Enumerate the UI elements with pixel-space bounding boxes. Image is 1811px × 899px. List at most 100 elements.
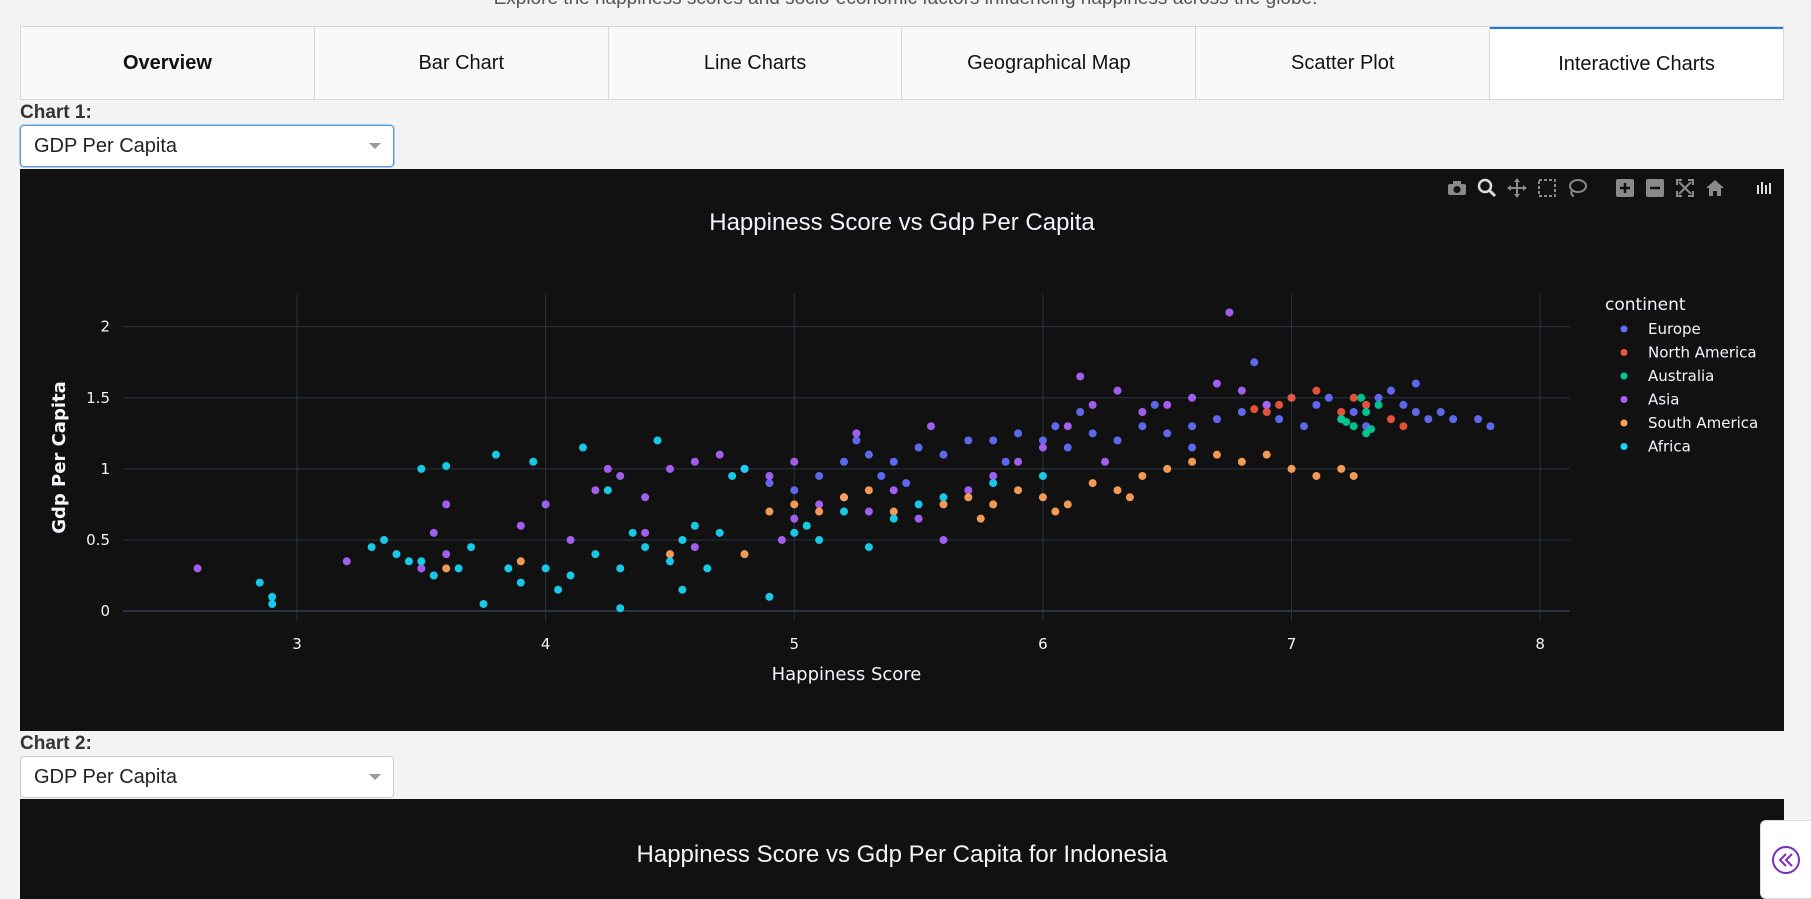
data-point <box>1337 408 1346 417</box>
data-point <box>1411 408 1420 417</box>
tab-geographical-map[interactable]: Geographical Map <box>902 27 1197 99</box>
data-point <box>1001 457 1010 466</box>
box-select-icon[interactable] <box>1536 177 1558 199</box>
data-point <box>815 535 824 544</box>
data-point <box>740 464 749 473</box>
tab-interactive-charts[interactable]: Interactive Charts <box>1490 27 1783 99</box>
scatter-plot-2[interactable]: Happiness Score vs Gdp Per Capita for In… <box>20 799 1784 899</box>
legend-item[interactable]: North America <box>1648 344 1757 362</box>
data-point <box>976 514 985 523</box>
data-point <box>1411 379 1420 388</box>
pan-icon[interactable] <box>1506 177 1528 199</box>
collapse-sidebar-button[interactable] <box>1760 820 1811 899</box>
data-point <box>442 550 451 559</box>
data-point <box>566 535 575 544</box>
data-point <box>790 486 799 495</box>
data-point <box>790 514 799 523</box>
data-point <box>616 604 625 613</box>
data-point <box>1063 500 1072 509</box>
data-point <box>1357 393 1366 402</box>
data-point <box>815 500 824 509</box>
data-point <box>529 457 538 466</box>
data-point <box>1237 386 1246 395</box>
tab-line-charts[interactable]: Line Charts <box>608 27 903 99</box>
data-point <box>1262 400 1271 409</box>
data-point <box>1237 408 1246 417</box>
lasso-icon[interactable] <box>1566 177 1588 199</box>
data-point <box>939 450 948 459</box>
data-point <box>790 500 799 509</box>
data-point <box>404 557 413 566</box>
data-point <box>442 564 451 573</box>
legend-item[interactable]: Europe <box>1648 320 1701 338</box>
data-point <box>491 450 500 459</box>
data-point <box>1113 386 1122 395</box>
legend-marker <box>1620 372 1628 380</box>
data-point <box>1287 464 1296 473</box>
data-point <box>665 550 674 559</box>
data-point <box>1188 443 1197 452</box>
data-point <box>765 471 774 480</box>
scatter-chart-svg[interactable]: 3 4 5 6 7 8 0 0.5 1 1.5 2 Happiness Score Gdp Per Ca… <box>20 169 1784 731</box>
chart2-dropdown[interactable]: GDP Per Capita <box>20 756 394 798</box>
plotly-logo-icon[interactable] <box>1752 177 1774 199</box>
data-point <box>703 564 712 573</box>
data-point <box>1337 464 1346 473</box>
data-point <box>715 450 724 459</box>
data-point <box>516 578 525 587</box>
data-point <box>1063 443 1072 452</box>
data-point <box>1212 450 1221 459</box>
data-point <box>690 457 699 466</box>
data-point <box>678 535 687 544</box>
data-point <box>715 528 724 537</box>
y-tick-label: 0.5 <box>86 531 110 549</box>
chart1-selected-value: GDP Per Capita <box>34 134 178 157</box>
data-point <box>392 550 401 559</box>
reset-axes-icon[interactable] <box>1704 177 1726 199</box>
data-point <box>429 571 438 580</box>
data-point <box>653 436 662 445</box>
data-point <box>1237 457 1246 466</box>
data-point <box>840 457 849 466</box>
zoom-in-icon[interactable] <box>1614 177 1636 199</box>
data-point <box>504 564 513 573</box>
data-point <box>268 592 277 601</box>
data-point <box>1014 486 1023 495</box>
autoscale-icon[interactable] <box>1674 177 1696 199</box>
data-point <box>740 550 749 559</box>
zoom-out-icon[interactable] <box>1644 177 1666 199</box>
data-point <box>603 486 612 495</box>
data-point <box>467 543 476 552</box>
data-point <box>1250 358 1259 367</box>
chart1-dropdown[interactable]: GDP Per Capita <box>20 125 394 167</box>
data-point <box>728 471 737 480</box>
data-point <box>889 514 898 523</box>
data-point <box>889 457 898 466</box>
data-point <box>1342 417 1351 426</box>
data-point <box>1449 415 1458 424</box>
data-point <box>852 436 861 445</box>
x-tick-label: 5 <box>790 635 800 653</box>
data-point <box>989 471 998 480</box>
data-point <box>641 528 650 537</box>
legend-item[interactable]: Africa <box>1648 438 1691 456</box>
data-point <box>417 557 426 566</box>
y-tick-label: 0 <box>100 602 110 620</box>
legend-item[interactable]: South America <box>1648 414 1758 432</box>
camera-icon[interactable] <box>1446 177 1468 199</box>
scatter-plot-1[interactable]: Happiness Score vs Gdp Per Capita 3 4 5 6 7 8… <box>20 169 1784 731</box>
data-point <box>665 464 674 473</box>
legend-item[interactable]: Australia <box>1648 367 1714 385</box>
data-point <box>628 528 637 537</box>
data-point <box>964 486 973 495</box>
legend-item[interactable]: Asia <box>1648 391 1679 409</box>
data-point <box>1262 408 1271 417</box>
tab-overview[interactable]: Overview <box>21 27 315 99</box>
tab-scatter-plot[interactable]: Scatter Plot <box>1196 27 1491 99</box>
tab-bar-chart[interactable]: Bar Chart <box>314 27 609 99</box>
data-point <box>342 557 351 566</box>
data-point <box>516 557 525 566</box>
data-point <box>777 535 786 544</box>
data-point <box>268 599 277 608</box>
zoom-icon[interactable] <box>1476 177 1498 199</box>
